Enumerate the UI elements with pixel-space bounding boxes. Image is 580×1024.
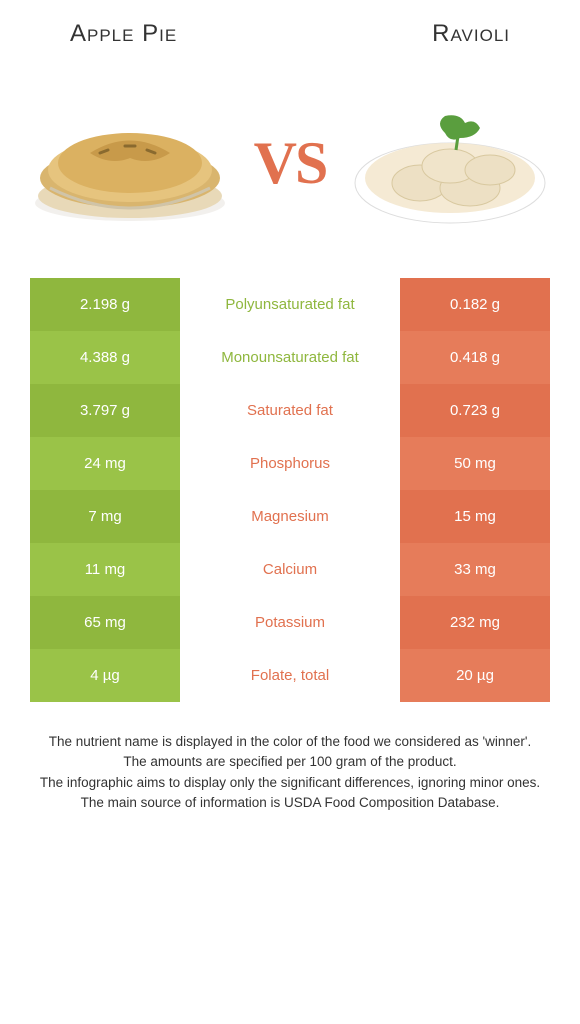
- right-value: 0.418 g: [400, 331, 550, 384]
- right-value: 0.723 g: [400, 384, 550, 437]
- footer-notes: The nutrient name is displayed in the co…: [0, 702, 580, 813]
- right-value: 15 mg: [400, 490, 550, 543]
- nutrient-label: Potassium: [180, 596, 400, 649]
- left-value: 4.388 g: [30, 331, 180, 384]
- table-row: 24 mgPhosphorus50 mg: [30, 437, 550, 490]
- right-value: 50 mg: [400, 437, 550, 490]
- table-row: 4.388 gMonounsaturated fat0.418 g: [30, 331, 550, 384]
- left-value: 7 mg: [30, 490, 180, 543]
- right-value: 0.182 g: [400, 278, 550, 331]
- nutrient-label: Saturated fat: [180, 384, 400, 437]
- comparison-table: 2.198 gPolyunsaturated fat0.182 g4.388 g…: [0, 278, 580, 702]
- right-value: 20 µg: [400, 649, 550, 702]
- apple-pie-image: [30, 88, 230, 238]
- left-value: 24 mg: [30, 437, 180, 490]
- footer-line: The main source of information is USDA F…: [30, 793, 550, 813]
- table-row: 2.198 gPolyunsaturated fat0.182 g: [30, 278, 550, 331]
- left-value: 65 mg: [30, 596, 180, 649]
- nutrient-label: Phosphorus: [180, 437, 400, 490]
- nutrient-label: Folate, total: [180, 649, 400, 702]
- nutrient-label: Polyunsaturated fat: [180, 278, 400, 331]
- table-row: 65 mgPotassium232 mg: [30, 596, 550, 649]
- footer-line: The nutrient name is displayed in the co…: [30, 732, 550, 752]
- table-row: 11 mgCalcium33 mg: [30, 543, 550, 596]
- nutrient-label: Magnesium: [180, 490, 400, 543]
- table-row: 4 µgFolate, total20 µg: [30, 649, 550, 702]
- left-value: 11 mg: [30, 543, 180, 596]
- left-value: 2.198 g: [30, 278, 180, 331]
- footer-line: The infographic aims to display only the…: [30, 773, 550, 793]
- ravioli-image: [350, 88, 550, 238]
- vs-text: VS: [254, 129, 327, 198]
- right-value: 33 mg: [400, 543, 550, 596]
- title-left: Apple Pie: [70, 20, 177, 48]
- title-right: Ravioli: [432, 20, 510, 48]
- right-value: 232 mg: [400, 596, 550, 649]
- nutrient-label: Monounsaturated fat: [180, 331, 400, 384]
- nutrient-label: Calcium: [180, 543, 400, 596]
- table-row: 7 mgMagnesium15 mg: [30, 490, 550, 543]
- left-value: 4 µg: [30, 649, 180, 702]
- titles-row: Apple Pie Ravioli: [0, 0, 580, 58]
- footer-line: The amounts are specified per 100 gram o…: [30, 752, 550, 772]
- images-row: VS: [0, 58, 580, 278]
- table-row: 3.797 gSaturated fat0.723 g: [30, 384, 550, 437]
- left-value: 3.797 g: [30, 384, 180, 437]
